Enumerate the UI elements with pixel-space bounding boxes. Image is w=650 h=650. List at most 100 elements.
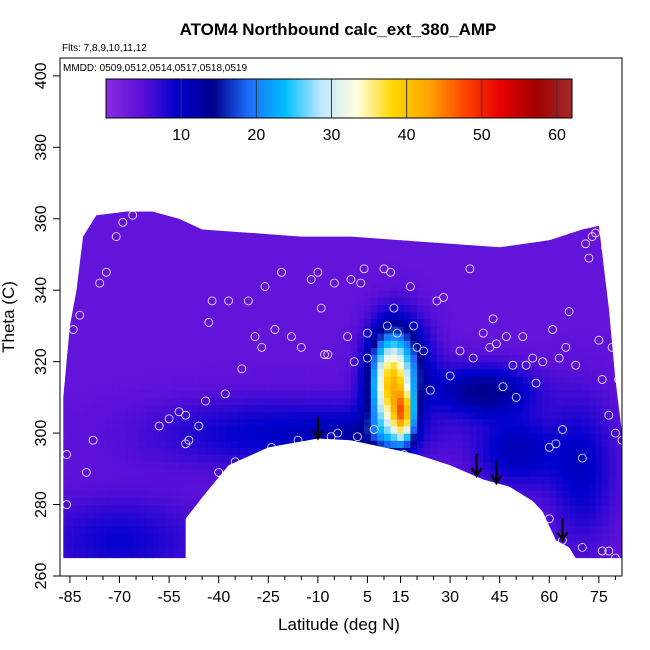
heatmap-cells — [63, 62, 622, 577]
heatmap-cell — [436, 547, 445, 556]
heatmap-cell — [271, 218, 279, 227]
heatmap-cell — [218, 518, 226, 527]
heatmap-cell — [86, 83, 93, 91]
heatmap-cell — [219, 197, 226, 205]
heatmap-cell — [145, 211, 154, 213]
heatmap-cell — [410, 383, 418, 391]
heatmap-cell — [192, 397, 200, 406]
heatmap-cell — [483, 318, 491, 327]
heatmap-cell — [113, 140, 120, 148]
heatmap-cell — [278, 304, 286, 313]
heatmap-cell — [225, 218, 233, 227]
heatmap-cell — [317, 404, 326, 413]
heatmap-cell — [278, 169, 285, 177]
heatmap-cell — [469, 390, 478, 398]
heatmap-cell — [417, 311, 425, 320]
heatmap-cell — [126, 147, 133, 155]
heatmap-cell — [186, 176, 193, 184]
heatmap-cell — [172, 162, 179, 170]
heatmap-cell — [238, 375, 246, 384]
heatmap-cell — [205, 254, 213, 263]
heatmap-cell — [489, 518, 497, 527]
heatmap-cell — [172, 475, 180, 484]
heatmap-cell — [317, 318, 326, 327]
heatmap-cell — [139, 375, 147, 384]
heatmap-cell — [476, 418, 484, 427]
heatmap-cell — [120, 140, 127, 148]
heatmap-cell — [172, 540, 180, 549]
heatmap-cell — [410, 247, 418, 256]
heatmap-cell — [264, 433, 273, 441]
heatmap-cell — [186, 154, 193, 162]
heatmap-cell — [410, 433, 418, 441]
heatmap-cell — [450, 119, 457, 127]
heatmap-cell — [231, 233, 240, 241]
heatmap-cell — [93, 211, 101, 213]
heatmap-cell — [417, 483, 425, 491]
heatmap-cell — [351, 162, 358, 170]
heatmap-cell — [489, 454, 497, 463]
heatmap-cell — [212, 254, 220, 263]
heatmap-cell — [457, 197, 464, 205]
heatmap-cell — [305, 154, 312, 162]
heatmap-cell — [331, 162, 338, 170]
heatmap-cell — [172, 318, 180, 327]
heatmap-cell — [357, 233, 365, 241]
heatmap-cell — [489, 325, 497, 334]
heatmap-cell — [377, 333, 385, 341]
heatmap-cell — [132, 304, 140, 313]
heatmap-cell — [350, 290, 359, 298]
heatmap-cell — [73, 540, 81, 549]
heatmap-cell — [344, 311, 352, 320]
heatmap-cell — [443, 440, 451, 448]
heatmap-cell — [179, 275, 187, 284]
heatmap-cell — [100, 162, 107, 170]
heatmap-cell — [331, 569, 338, 577]
heatmap-cell — [139, 525, 147, 534]
heatmap-cell — [119, 333, 127, 341]
heatmap-cell — [212, 518, 220, 527]
heatmap-cell — [423, 254, 431, 263]
heatmap-cell — [410, 233, 418, 241]
heatmap-cell — [436, 383, 445, 391]
heatmap-cell — [218, 283, 226, 291]
heatmap-cell — [456, 533, 464, 541]
heatmap-cell — [490, 176, 497, 184]
heatmap-cell — [159, 333, 167, 341]
heatmap-cell — [66, 404, 74, 413]
heatmap-cell — [212, 190, 219, 198]
heatmap-cell — [424, 162, 431, 170]
heatmap-cell — [483, 211, 491, 213]
heatmap-cell — [112, 533, 121, 541]
heatmap-cell — [212, 490, 220, 498]
heatmap-cell — [443, 390, 451, 398]
heatmap-cell — [245, 518, 253, 527]
heatmap-cell — [63, 525, 68, 534]
heatmap-cell — [417, 211, 425, 220]
heatmap-cell — [79, 304, 88, 313]
heatmap-cell — [252, 119, 259, 127]
heatmap-cell — [278, 154, 285, 162]
heatmap-cell — [93, 518, 101, 527]
heatmap-cell — [470, 62, 477, 70]
heatmap-cell — [483, 547, 491, 556]
heatmap-cell — [99, 533, 107, 541]
heatmap-cell — [423, 511, 431, 520]
heatmap-cell — [80, 112, 87, 120]
heatmap-cell — [139, 504, 147, 513]
heatmap-cell — [205, 247, 213, 256]
heatmap-cell — [192, 119, 199, 127]
heatmap-cell — [397, 361, 405, 370]
heatmap-cell — [383, 383, 392, 391]
heatmap-cell — [503, 69, 510, 77]
heatmap-cell — [126, 183, 133, 191]
heatmap-cell — [99, 411, 107, 420]
heatmap-cell — [205, 383, 213, 391]
heatmap-cell — [284, 497, 293, 506]
heatmap-cell — [106, 347, 114, 356]
heatmap-cell — [66, 390, 74, 398]
heatmap-cell — [218, 497, 226, 506]
heatmap-cell — [278, 162, 285, 170]
heatmap-cell — [79, 233, 88, 241]
heatmap-cell — [509, 554, 517, 559]
